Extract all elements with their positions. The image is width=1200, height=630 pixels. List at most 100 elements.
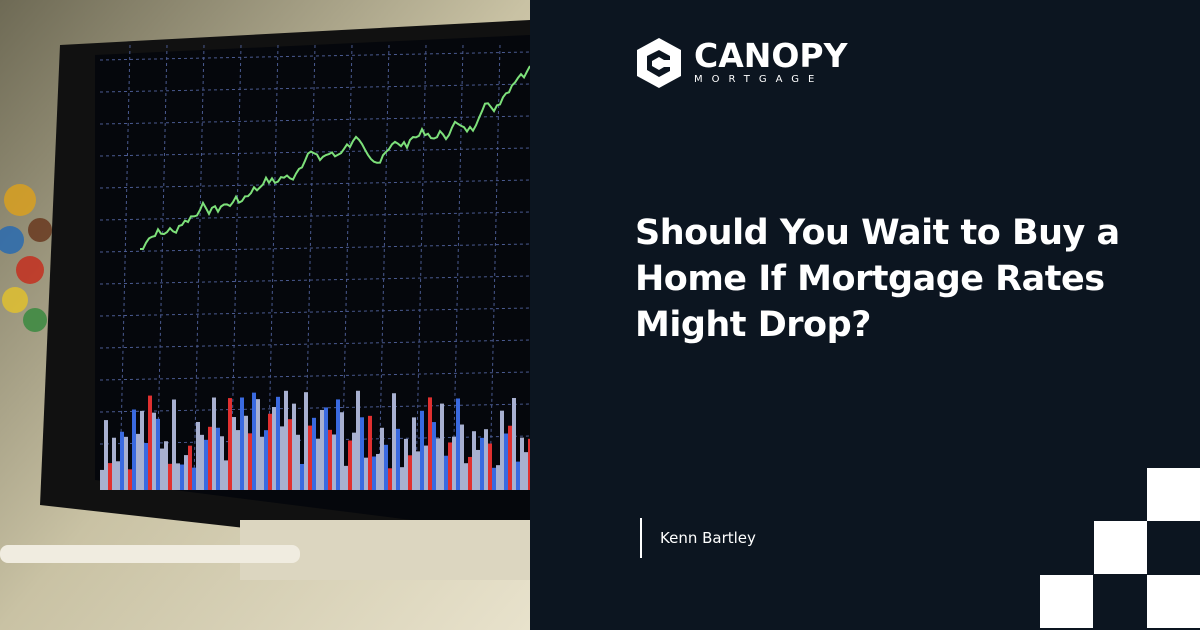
volume-bar [236,430,240,490]
volume-bar [168,463,172,490]
decor-square [1147,468,1200,521]
volume-bar [448,442,452,490]
volume-bar [396,428,400,490]
volume-bar [376,453,380,490]
volume-bar [392,393,396,490]
volume-bar [524,452,528,490]
volume-bar [128,469,132,490]
volume-bar [252,392,256,490]
volume-bar [268,413,272,490]
volume-bar [300,463,304,490]
volume-bar [132,409,136,490]
volume-bar [500,410,504,490]
volume-bar [124,436,128,490]
volume-bar [260,436,264,490]
volume-bar [412,417,416,490]
volume-bar [116,461,120,490]
volume-bar [420,410,424,490]
canopy-mortgage-logo: CANOPY MORTGAGE [634,36,848,90]
volume-bar [204,439,208,490]
volume-bar [136,433,140,490]
volume-bar [356,390,360,490]
volume-bar [152,412,156,490]
volume-bar [516,461,520,490]
volume-bar [208,426,212,490]
volume-bar [424,445,428,490]
volume-bar [416,451,420,490]
volume-bar [388,468,392,490]
volume-bar [228,398,232,490]
volume-bar [248,433,252,490]
volume-bar [408,455,412,490]
volume-bar [380,427,384,490]
volume-bar [272,407,276,490]
volume-bar [484,429,488,490]
volume-bar [212,397,216,490]
brand-tagline: MORTGAGE [694,74,824,85]
volume-bar [232,417,236,490]
volume-bar [520,437,524,490]
volume-bar [148,395,152,490]
volume-bar [312,417,316,490]
volume-bar [176,463,180,490]
volume-bar [332,434,336,490]
volume-bar [164,441,168,490]
volume-bar [456,398,460,490]
volume-bar [464,463,468,490]
volume-bar [504,433,508,490]
volume-bar [400,467,404,490]
volume-bar [468,456,472,490]
volume-bar [360,417,364,490]
volume-bar [216,427,220,490]
volume-bar [160,448,164,490]
volume-bar [280,426,284,490]
volume-bar [368,415,372,490]
volume-bar [100,469,104,490]
volume-bar [432,422,436,490]
volume-bar [348,440,352,490]
volume-bar [324,407,328,490]
author-name: Kenn Bartley [640,518,756,558]
volume-bar [224,460,228,490]
volume-bar [296,434,300,490]
volume-bar [404,438,408,490]
volume-bar [528,438,530,490]
volume-bar [440,403,444,490]
volume-bar [288,419,292,490]
volume-bar [192,467,196,490]
volume-bar [344,465,348,490]
volume-bar [120,431,124,490]
volume-bar [320,409,324,490]
volume-bar [460,424,464,490]
volume-bar [340,412,344,490]
volume-bar [184,455,188,490]
volume-bar [512,397,516,490]
brand-name: CANOPY [694,36,848,75]
volume-bar [104,420,108,490]
volume-bar [496,465,500,490]
volume-bar [140,410,144,490]
volume-bar [256,399,260,490]
candy-jar [0,184,52,332]
decor-square [1040,575,1093,628]
volume-bar [472,431,476,490]
volume-bar [352,432,356,490]
volume-bar [508,425,512,490]
volume-bar [188,445,192,490]
volume-bar [364,457,368,490]
volume-bar [244,415,248,490]
volume-bar [292,403,296,490]
volume-bar [488,443,492,490]
volume-bar [220,436,224,490]
volume-bar [492,467,496,490]
volume-bar [452,436,456,490]
article-title: Should You Wait to Buy a Home If Mortgag… [635,213,1120,345]
volume-bar [316,438,320,490]
volume-bar [284,390,288,490]
volume-bar [444,455,448,490]
volume-bar [328,429,332,490]
volume-bar [304,392,308,490]
volume-bar [476,449,480,490]
volume-bar [264,430,268,490]
hexagon-c-icon [637,38,681,88]
